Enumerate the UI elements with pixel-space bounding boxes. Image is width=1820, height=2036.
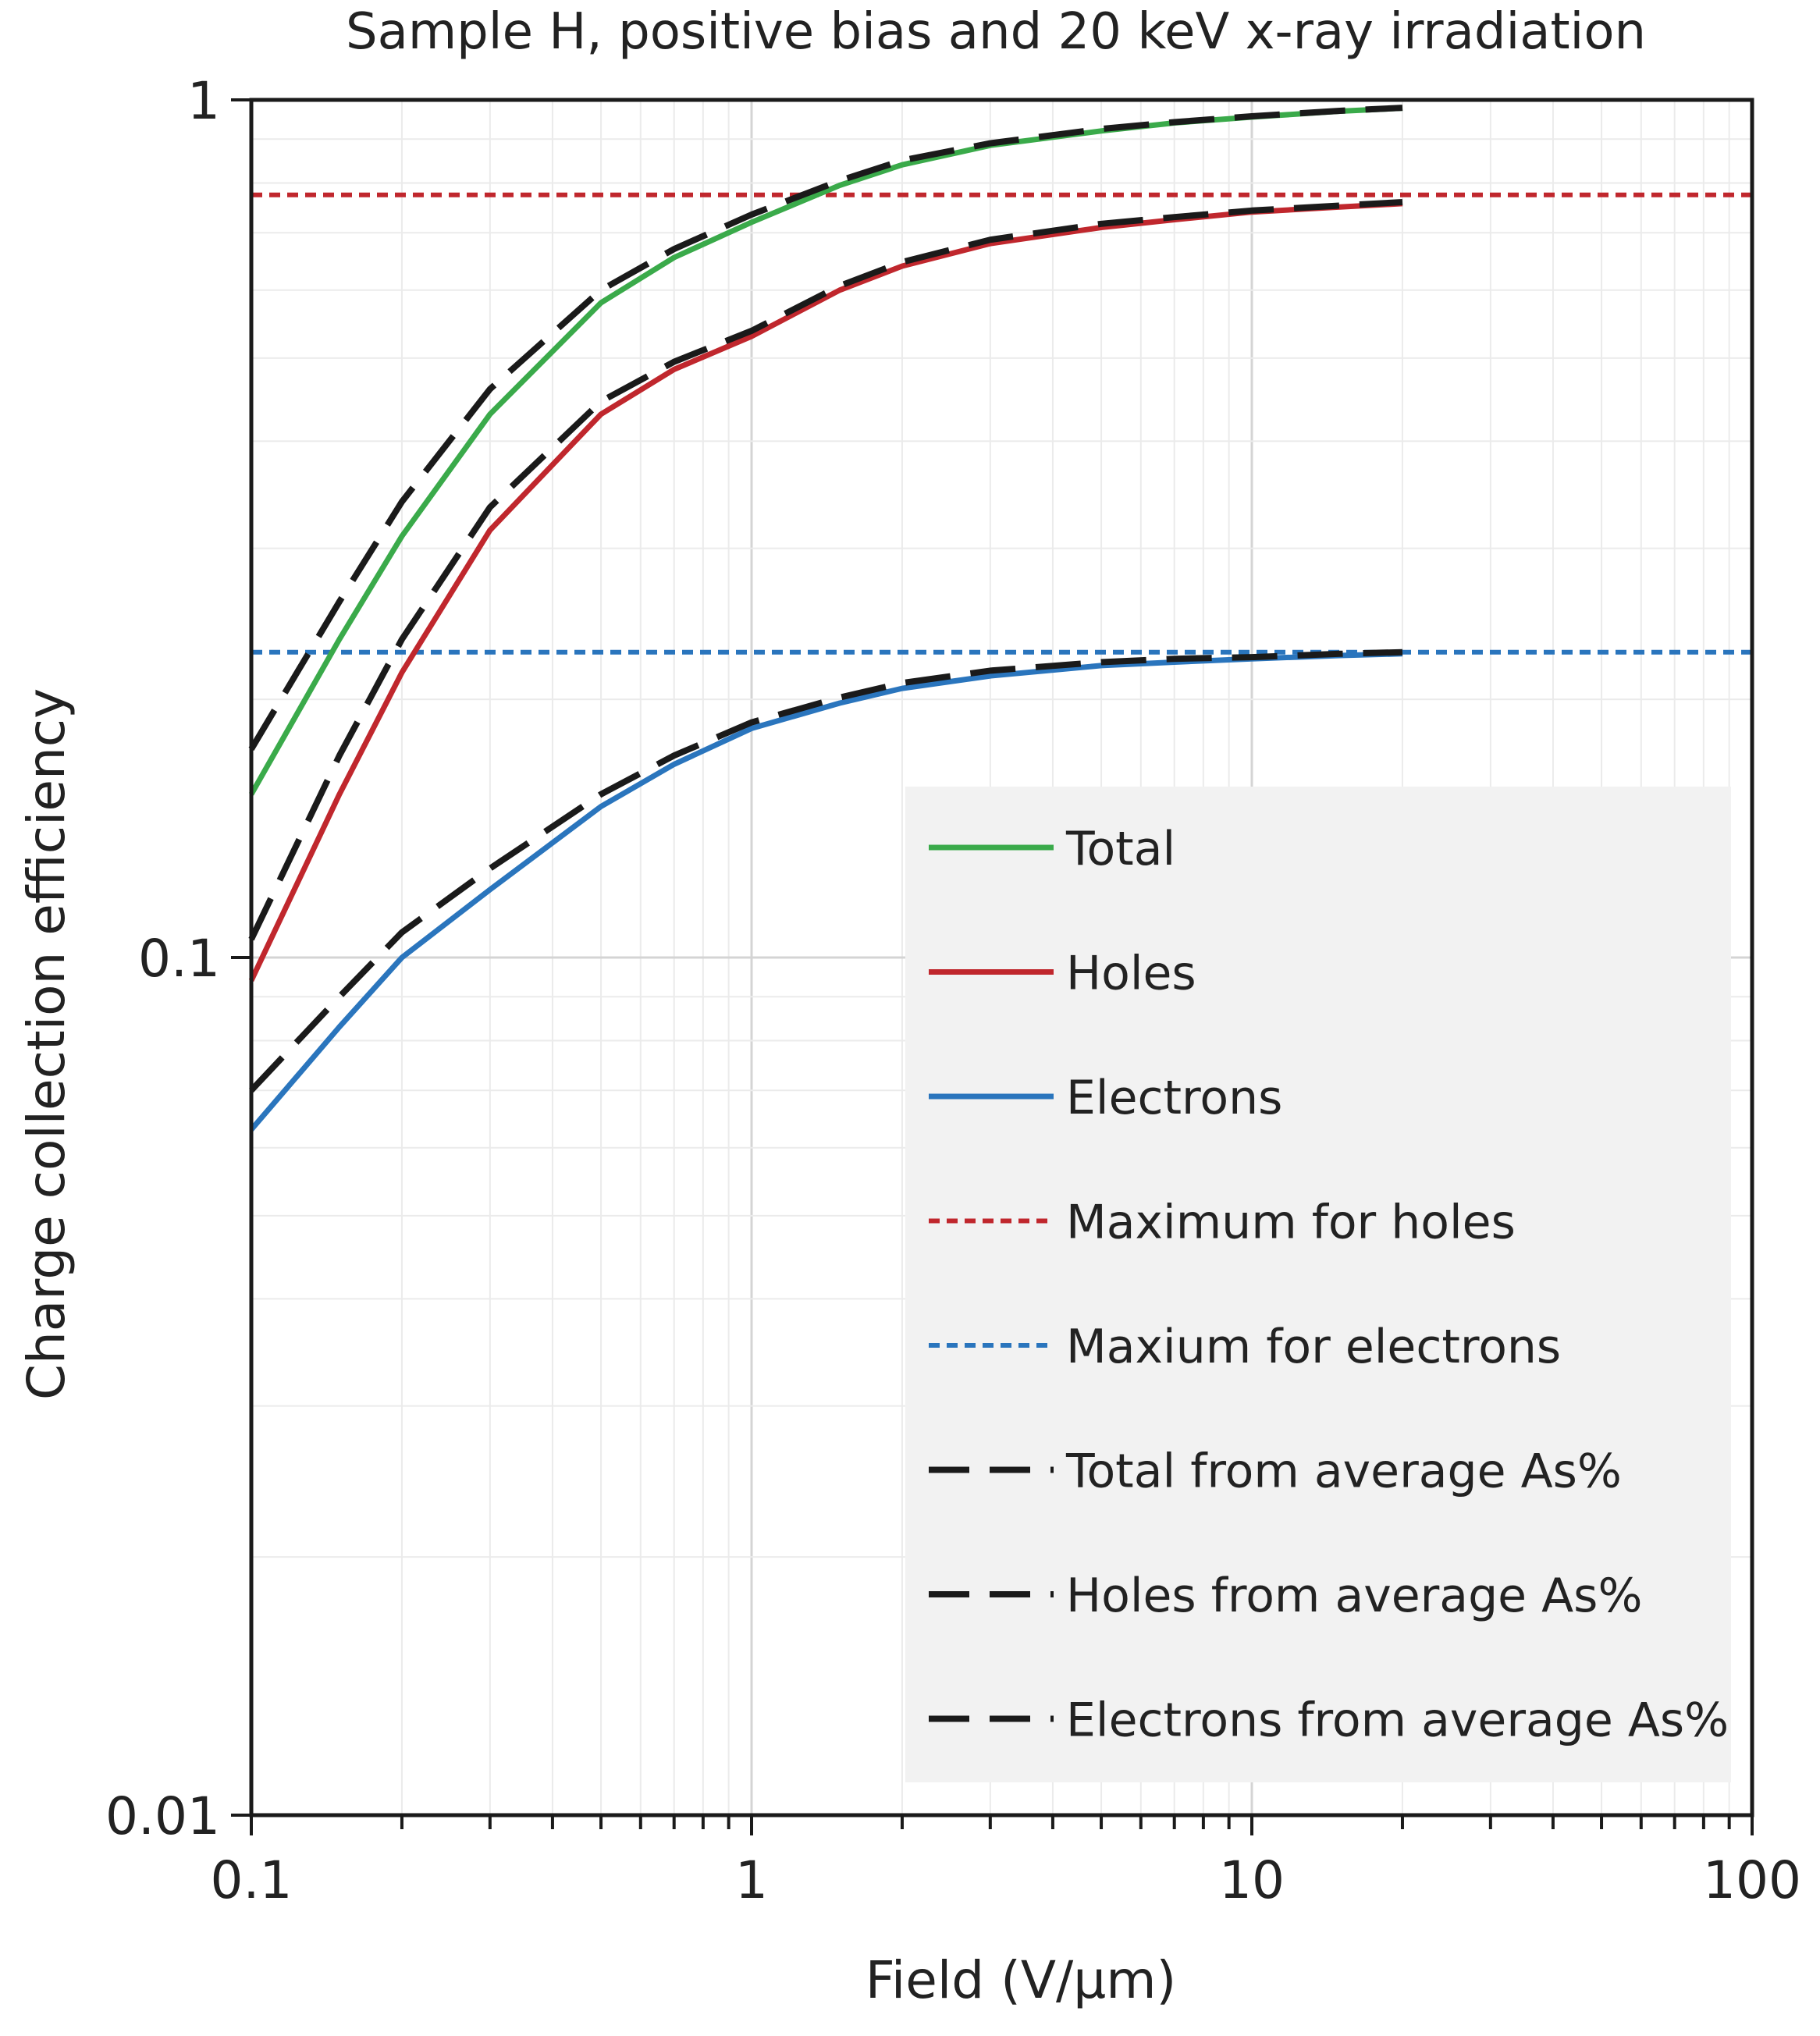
legend-label: Total from average As% [1065,1444,1622,1499]
x-tick-label: 100 [1703,1850,1801,1910]
legend-label: Electrons [1066,1071,1282,1125]
y-tick-label: 0.1 [138,929,220,989]
series-line-total-from-average-as [248,105,1403,751]
legend-label: Total [1065,822,1175,876]
y-axis-label: Charge collection efficiency [16,688,76,1400]
legend-box [905,787,1731,1782]
x-tick-label: 10 [1219,1850,1285,1910]
legend-label: Electrons from average As% [1066,1693,1729,1748]
legend-label: Holes [1066,947,1196,1001]
series-line-holes [248,201,1403,982]
legend-label: Holes from average As% [1066,1569,1642,1623]
x-tick-label: 1 [735,1850,768,1910]
legend-label: Maximum for holes [1066,1196,1516,1250]
series-line-electrons [249,651,1403,1132]
y-tick-label: 0.01 [105,1786,220,1846]
y-tick-label: 1 [187,71,220,131]
x-axis-label: Field (V/μm) [866,1950,1176,2010]
legend: Total Holes Electrons Maximum for holes Maxi… [905,787,1731,1782]
series-line-total [248,105,1403,796]
chart-title: Sample H, positive bias and 20 keV x-ray… [346,3,1646,61]
series-layer [248,105,1752,1132]
legend-label: Maxium for electrons [1066,1320,1561,1374]
x-tick-label: 0.1 [211,1850,293,1910]
